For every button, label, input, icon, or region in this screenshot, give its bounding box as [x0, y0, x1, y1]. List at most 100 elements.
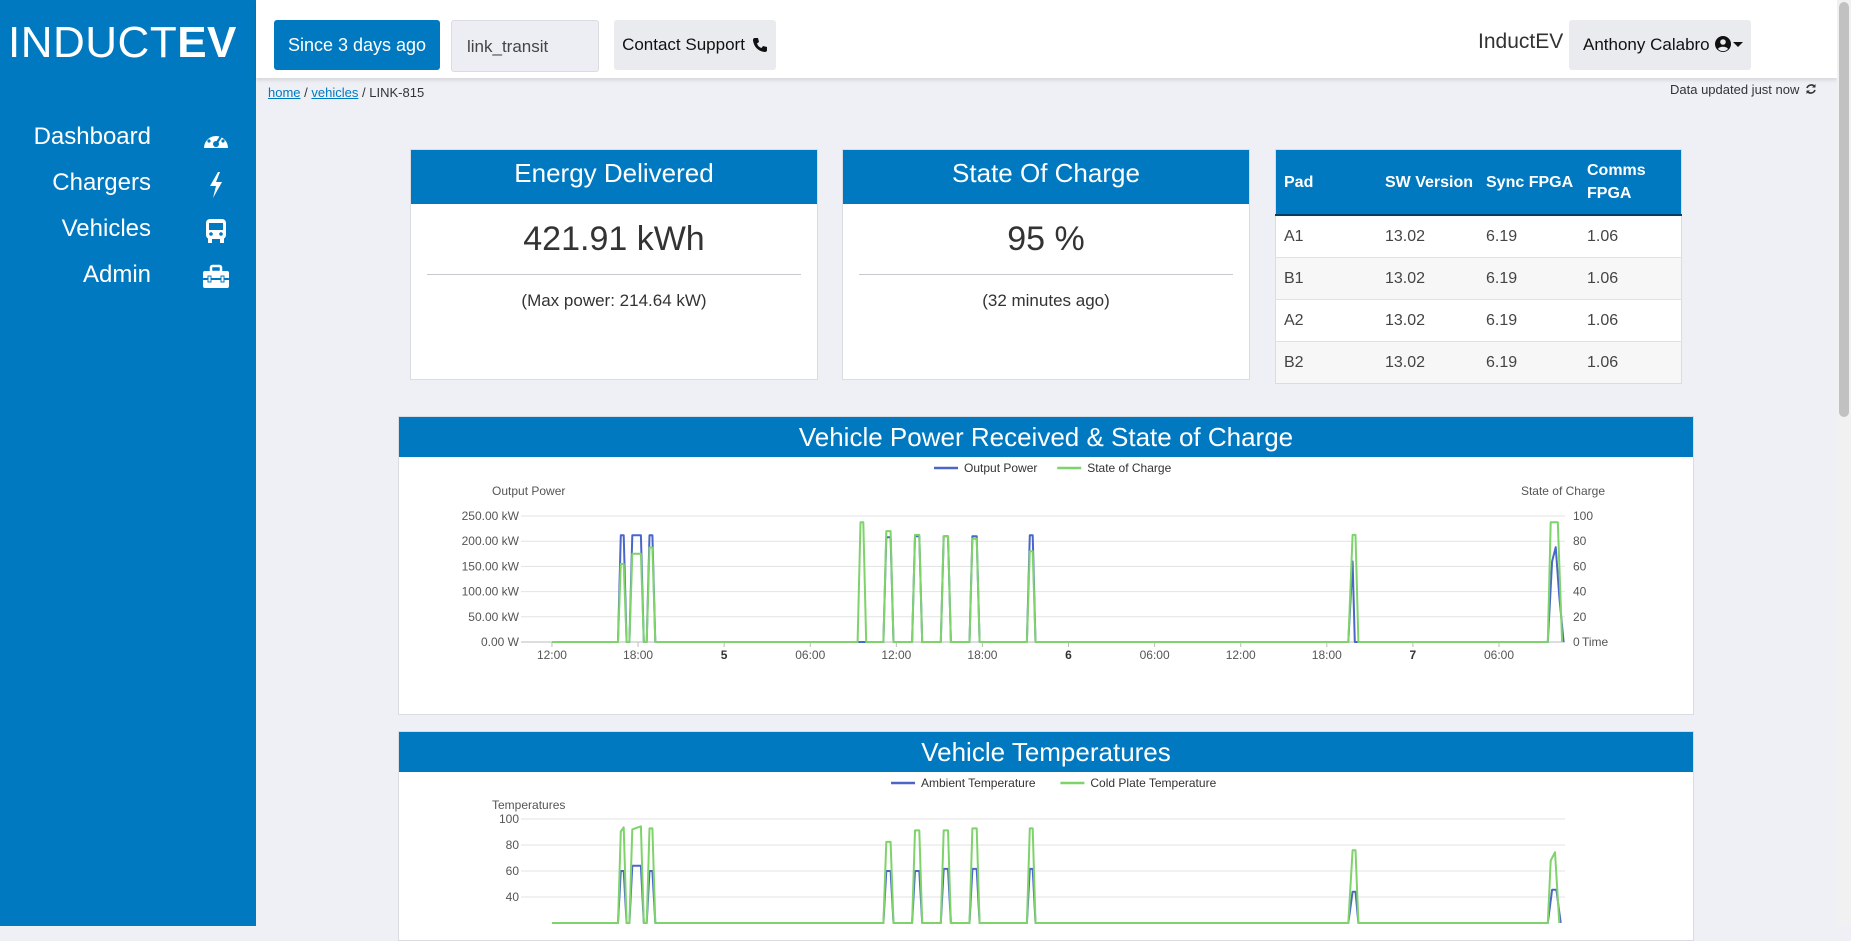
- time-range-button[interactable]: Since 3 days ago: [274, 20, 440, 70]
- table-cell: 6.19: [1478, 257, 1579, 300]
- series-line: [552, 864, 1562, 924]
- table-cell: 6.19: [1478, 214, 1579, 258]
- breadcrumb-home-link[interactable]: home: [268, 85, 301, 100]
- card-title: Energy Delivered: [411, 150, 817, 204]
- inductev-logo[interactable]: INDUCTEV: [8, 18, 237, 67]
- contact-support-label: Contact Support: [622, 35, 745, 54]
- phone-icon: [752, 38, 767, 52]
- y-tick-label: 60: [506, 864, 520, 878]
- sidebar-item-label: Admin: [82, 261, 151, 288]
- table-cell: 13.02: [1377, 341, 1478, 384]
- chevron-down-icon: [1733, 42, 1743, 47]
- pad-firmware-table: Pad SW Version Sync FPGA Comms FPGA A1 1…: [1275, 149, 1682, 384]
- table-cell: 6.19: [1478, 299, 1579, 342]
- breadcrumb-vehicles-link[interactable]: vehicles: [311, 85, 359, 100]
- legend-label: Ambient Temperature: [921, 776, 1036, 790]
- y-tick-label: 250.00 kW: [462, 509, 520, 523]
- sidebar: INDUCTEV Dashboard Chargers Vehicles Adm…: [0, 0, 256, 926]
- column-header: Pad: [1275, 149, 1377, 216]
- scrollbar-thumb[interactable]: [1839, 2, 1849, 417]
- breadcrumb: home / vehicles / LINK-815: [268, 85, 424, 100]
- breadcrumb-current: LINK-815: [369, 85, 425, 100]
- sidebar-item-label: Dashboard: [33, 123, 151, 150]
- divider: [859, 274, 1233, 275]
- y2-tick-label: 100: [1573, 509, 1593, 523]
- bolt-icon: [210, 172, 222, 198]
- user-menu[interactable]: Anthony Calabro: [1569, 20, 1751, 70]
- legend-label: Cold Plate Temperature: [1090, 776, 1216, 790]
- divider: [427, 274, 801, 275]
- y2-tick-label: 40: [1573, 585, 1587, 599]
- temperature-chart-panel: Vehicle Temperatures Ambient Temperature…: [398, 731, 1694, 941]
- y-tick-label: 80: [506, 838, 520, 852]
- table-row: B1 13.02 6.19 1.06: [1275, 257, 1682, 300]
- fleet-select[interactable]: link_transit: [451, 20, 599, 72]
- table-cell: B1: [1275, 257, 1377, 300]
- y2-tick-label: 80: [1573, 534, 1587, 548]
- temperature-chart[interactable]: Ambient Temperature Cold Plate Temperatur…: [399, 772, 1693, 932]
- table-row: A2 13.02 6.19 1.06: [1275, 299, 1682, 342]
- series-line: [552, 521, 1564, 643]
- y-tick-label: 50.00 kW: [468, 610, 519, 624]
- series-line: [552, 534, 1565, 643]
- table-cell: 1.06: [1579, 214, 1682, 258]
- table-row: B2 13.02 6.19 1.06: [1275, 341, 1682, 384]
- chart-title: Vehicle Power Received & State of Charge: [399, 417, 1693, 457]
- x-tick-label: 5: [721, 648, 728, 662]
- x-tick-label: 06:00: [1140, 648, 1170, 662]
- x-tick-label: 06:00: [1484, 648, 1514, 662]
- x-tick-label: 12:00: [537, 648, 567, 662]
- user-name: Anthony Calabro: [1583, 35, 1710, 54]
- table-cell: A1: [1275, 214, 1377, 258]
- table-cell: A2: [1275, 299, 1377, 342]
- breadcrumb-separator: /: [304, 85, 308, 100]
- refresh-icon: [1806, 84, 1816, 94]
- gauge-icon: [204, 130, 228, 148]
- y2-tick-label: 20: [1573, 610, 1587, 624]
- user-circle-icon: [1715, 36, 1731, 52]
- toolbox-icon: [203, 264, 229, 288]
- x-tick-label: 7: [1410, 648, 1417, 662]
- power-soc-chart-panel: Vehicle Power Received & State of Charge…: [398, 416, 1694, 715]
- energy-delivered-card: Energy Delivered 421.91 kWh (Max power: …: [410, 149, 818, 380]
- top-bar: Since 3 days ago link_transit Contact Su…: [256, 0, 1837, 78]
- y2-tick-label: 0: [1573, 635, 1580, 649]
- table-row: A1 13.02 6.19 1.06: [1275, 214, 1682, 258]
- sidebar-item-label: Chargers: [52, 169, 151, 196]
- legend-label: State of Charge: [1087, 461, 1171, 475]
- y-tick-label: 100.00 kW: [462, 585, 520, 599]
- y-tick-label: 100: [499, 812, 519, 826]
- brand-name: InductEV: [1478, 30, 1564, 53]
- energy-value: 421.91 kWh: [523, 220, 705, 258]
- column-header: Sync FPGA: [1478, 149, 1579, 216]
- max-power-text: (Max power: 214.64 kW): [521, 291, 707, 310]
- table-cell: 6.19: [1478, 341, 1579, 384]
- table-cell: 13.02: [1377, 299, 1478, 342]
- table-cell: 1.06: [1579, 341, 1682, 384]
- x-tick-label: 18:00: [1312, 648, 1342, 662]
- soc-age-text: (32 minutes ago): [982, 291, 1110, 310]
- card-title: State Of Charge: [843, 150, 1249, 204]
- data-updated-status[interactable]: Data updated just now: [1670, 82, 1817, 97]
- sidebar-item-label: Vehicles: [61, 215, 151, 242]
- x-tick-label: 12:00: [881, 648, 911, 662]
- power-soc-chart[interactable]: Output Power State of Charge 0.00 W 50.00 k…: [399, 457, 1693, 714]
- breadcrumb-separator: /: [362, 85, 366, 100]
- y-tick-label: 200.00 kW: [462, 534, 520, 548]
- y2-tick-label: 60: [1573, 559, 1587, 573]
- table-cell: 1.06: [1579, 299, 1682, 342]
- state-of-charge-card: State Of Charge 95 % (32 minutes ago): [842, 149, 1250, 380]
- bus-icon: [206, 219, 226, 243]
- x-tick-label: 12:00: [1226, 648, 1256, 662]
- sidebar-item-chargers[interactable]: Chargers: [0, 164, 256, 204]
- column-header: Comms FPGA: [1579, 149, 1682, 216]
- contact-support-button[interactable]: Contact Support: [614, 20, 776, 70]
- x-axis-title: Time: [1582, 635, 1609, 649]
- sidebar-item-vehicles[interactable]: Vehicles: [0, 210, 256, 250]
- x-tick-label: 18:00: [967, 648, 997, 662]
- sidebar-item-dashboard[interactable]: Dashboard: [0, 118, 256, 158]
- y2-axis-label: State of Charge: [1521, 484, 1605, 498]
- y-axis-label: Output Power: [492, 484, 565, 498]
- sidebar-item-admin[interactable]: Admin: [0, 256, 256, 296]
- column-header: SW Version: [1377, 149, 1478, 216]
